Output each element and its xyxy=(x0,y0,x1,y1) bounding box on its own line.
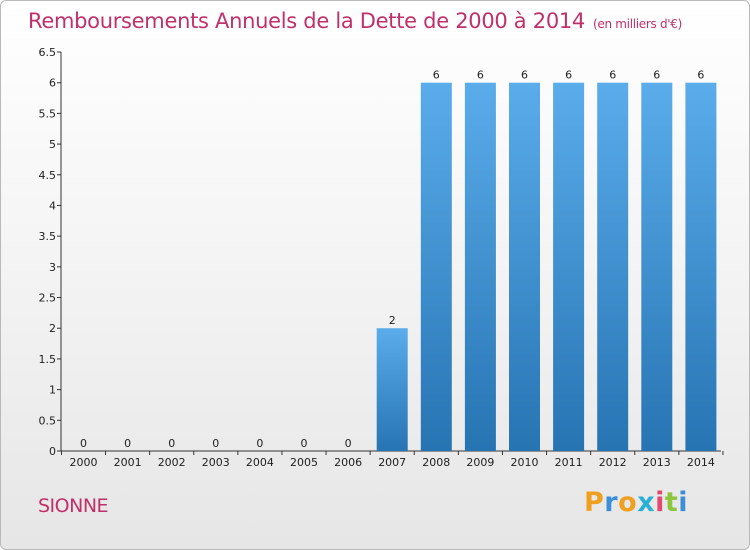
x-tick-label: 2011 xyxy=(555,456,583,469)
logo-letter: P xyxy=(584,487,605,518)
y-tick-label: 3 xyxy=(49,261,56,274)
chart-data-labels: 0 0 0 0 0 0 0 2 6 6 6 6 6 6 6 xyxy=(80,69,704,450)
x-tick-label: 2009 xyxy=(466,456,494,469)
bar-data-label: 6 xyxy=(477,69,484,82)
y-tick-label: 4.5 xyxy=(39,169,57,182)
y-tick-label: 0 xyxy=(49,445,56,458)
bar xyxy=(464,82,496,451)
bar xyxy=(376,328,408,451)
commune-name: SIONNE xyxy=(38,495,109,517)
logo-letter: r xyxy=(604,487,619,518)
bar-data-label: 6 xyxy=(653,69,660,82)
x-tick-label: 2000 xyxy=(70,456,98,469)
bar-data-label: 0 xyxy=(212,437,219,450)
bar xyxy=(509,82,540,451)
bar-data-label: 6 xyxy=(565,69,572,82)
x-tick-label: 2002 xyxy=(158,456,186,469)
bar-data-label: 0 xyxy=(256,437,263,450)
logo-letter: x xyxy=(637,487,656,518)
y-tick-label: 5 xyxy=(49,138,56,151)
bar xyxy=(685,82,717,451)
bar-data-label: 2 xyxy=(389,314,396,327)
x-tick-label: 2007 xyxy=(378,456,406,469)
bar-data-label: 0 xyxy=(168,437,175,450)
bar xyxy=(597,82,629,451)
y-tick-label: 1 xyxy=(49,384,56,397)
y-tick-label: 4 xyxy=(49,199,56,212)
logo-letter: i xyxy=(678,487,689,518)
logo-letter: o xyxy=(618,487,638,518)
proxiti-logo: Proxiti xyxy=(584,487,688,518)
bar-data-label: 0 xyxy=(124,437,131,450)
bar-data-label: 6 xyxy=(697,69,704,82)
y-tick-label: 3.5 xyxy=(39,230,57,243)
y-tick-label: 0.5 xyxy=(39,414,57,427)
x-tick-label: 2004 xyxy=(246,456,274,469)
bar-data-label: 6 xyxy=(609,69,616,82)
x-tick-label: 2014 xyxy=(687,456,715,469)
x-tick-label: 2005 xyxy=(290,456,318,469)
bar-data-label: 0 xyxy=(345,437,352,450)
chart-unit: (en milliers d'€) xyxy=(593,17,683,31)
x-tick-label: 2012 xyxy=(599,456,627,469)
bar xyxy=(553,82,585,451)
chart-title-text: Remboursements Annuels de la Dette de 20… xyxy=(28,9,585,33)
y-tick-label: 6 xyxy=(49,77,56,90)
y-tick-label: 1.5 xyxy=(39,353,57,366)
logo-letter: i xyxy=(655,487,665,518)
x-tick-label: 2006 xyxy=(334,456,362,469)
bar-data-label: 6 xyxy=(521,69,528,82)
y-tick-label: 6.5 xyxy=(39,46,57,59)
bar xyxy=(420,82,452,451)
bar-data-label: 0 xyxy=(80,437,87,450)
bar-data-label: 6 xyxy=(433,69,440,82)
bar-data-label: 0 xyxy=(301,437,308,450)
x-tick-label: 2001 xyxy=(114,456,142,469)
x-tick-label: 2003 xyxy=(202,456,230,469)
chart-title: Remboursements Annuels de la Dette de 20… xyxy=(28,9,682,33)
y-tick-label: 5.5 xyxy=(39,107,57,120)
y-tick-label: 2 xyxy=(49,322,56,335)
logo-letter: t xyxy=(664,487,679,518)
bar xyxy=(641,82,673,451)
x-tick-label: 2008 xyxy=(422,456,450,469)
y-tick-label: 2.5 xyxy=(39,292,57,305)
chart-bars xyxy=(376,82,717,451)
x-tick-label: 2010 xyxy=(511,456,539,469)
x-tick-label: 2013 xyxy=(643,456,671,469)
